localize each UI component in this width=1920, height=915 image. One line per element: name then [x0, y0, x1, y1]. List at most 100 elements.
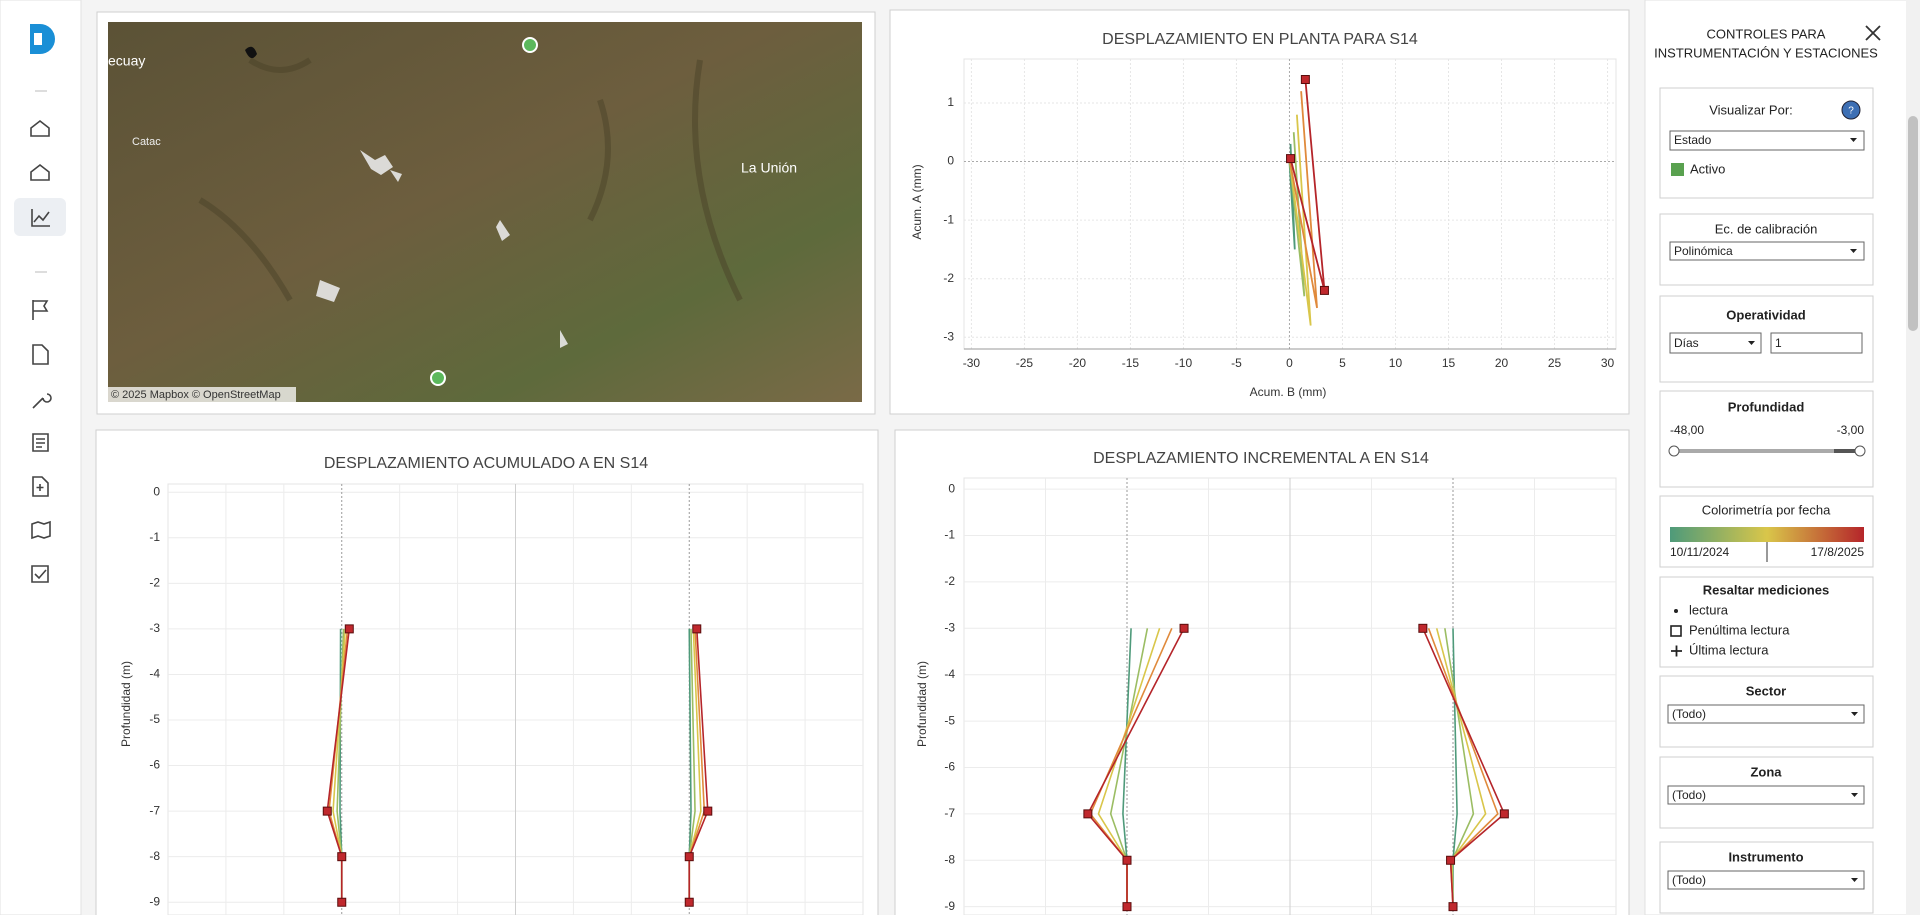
map[interactable]: [108, 22, 862, 402]
y-tick-label: -1: [943, 212, 954, 226]
tool-icon[interactable]: [32, 393, 52, 409]
x-tick-label: 30: [1601, 356, 1615, 370]
control-label: Sector: [1746, 683, 1786, 698]
help-icon[interactable]: [1841, 100, 1861, 120]
y-tick-label: 0: [153, 484, 160, 498]
home-icon[interactable]: [30, 163, 50, 181]
reading-marker[interactable]: [1418, 623, 1428, 633]
scroll-thumb[interactable]: [1908, 116, 1918, 331]
dropdown[interactable]: [1669, 130, 1865, 151]
x-axis-label: Acum. B (mm): [1250, 385, 1327, 399]
controls-title: INSTRUMENTACIÓN Y ESTACIONES: [1654, 45, 1878, 60]
add-file-icon[interactable]: [32, 476, 49, 497]
reading-marker[interactable]: [1179, 623, 1189, 633]
x-tick-label: 20: [1495, 356, 1509, 370]
y-tick-label: -3: [149, 621, 160, 635]
control-label: Zona: [1750, 764, 1782, 779]
dropdown[interactable]: [1667, 785, 1865, 805]
place-label: Catac: [132, 136, 161, 148]
close-button[interactable]: [1865, 25, 1881, 41]
control-label: Ec. de calibración: [1715, 221, 1818, 236]
map-icon[interactable]: [31, 520, 51, 540]
x-tick-label: -25: [1016, 356, 1034, 370]
reading-marker[interactable]: [337, 852, 347, 862]
text-input[interactable]: [1770, 332, 1863, 354]
slider-thumb[interactable]: [1854, 445, 1866, 457]
x-tick-label: 5: [1339, 356, 1346, 370]
dropdown-arrow: [1851, 793, 1858, 797]
color-ramp: [1670, 527, 1864, 542]
reading-marker[interactable]: [1300, 75, 1310, 85]
y-axis-label: Profundidad (m): [915, 661, 929, 747]
x-tick-label: 25: [1548, 356, 1562, 370]
y-tick-label: -5: [944, 713, 955, 727]
reading-marker[interactable]: [1448, 902, 1458, 912]
legend-label[interactable]: lectura: [1689, 602, 1729, 617]
dropdown[interactable]: [1667, 704, 1865, 724]
reading-marker[interactable]: [1286, 154, 1296, 164]
dropdown-arrow: [1850, 249, 1857, 253]
dropdown[interactable]: [1667, 870, 1865, 890]
y-tick-label: -2: [944, 574, 955, 588]
reading-marker[interactable]: [703, 806, 713, 816]
check-icon[interactable]: [31, 565, 49, 583]
legend-label[interactable]: Penúltima lectura: [1689, 622, 1790, 637]
chart-icon[interactable]: [31, 209, 50, 227]
legend-label[interactable]: Activo: [1690, 161, 1725, 176]
dropdown-value: (Todo): [1672, 873, 1706, 887]
y-tick-label: -3: [944, 620, 955, 634]
reading-marker[interactable]: [684, 852, 694, 862]
x-tick-label: -30: [963, 356, 981, 370]
range-max: -3,00: [1837, 423, 1865, 437]
reading-marker[interactable]: [1083, 809, 1093, 819]
dropdown-arrow: [1748, 341, 1755, 345]
home-icon[interactable]: [30, 119, 50, 137]
reading-marker[interactable]: [684, 897, 694, 907]
x-tick-label: -10: [1175, 356, 1193, 370]
reading-marker[interactable]: [1446, 855, 1456, 865]
y-tick-label: -6: [944, 760, 955, 774]
sidebar: [0, 0, 82, 915]
y-tick-label: 1: [947, 95, 954, 109]
x-tick-label: -15: [1122, 356, 1140, 370]
file-icon[interactable]: [32, 344, 49, 365]
dropdown-value: Días: [1674, 336, 1699, 350]
reading-marker[interactable]: [1122, 902, 1132, 912]
y-tick-label: -5: [149, 712, 160, 726]
ramp-end: 17/8/2025: [1811, 545, 1865, 559]
help-mark: ?: [1848, 106, 1854, 117]
reading-marker[interactable]: [344, 624, 354, 634]
chart-title: DESPLAZAMIENTO INCREMENTAL A EN S14: [1093, 450, 1429, 467]
y-tick-label: -1: [149, 530, 160, 544]
reading-marker[interactable]: [337, 897, 347, 907]
dropdown[interactable]: [1669, 332, 1762, 354]
series-line: [1086, 627, 1185, 907]
dropdown[interactable]: [1669, 241, 1865, 261]
legend-label[interactable]: Última lectura: [1689, 642, 1769, 657]
reading-marker[interactable]: [322, 806, 332, 816]
control-label: Instrumento: [1728, 849, 1803, 864]
y-tick-label: -1: [944, 528, 955, 542]
station-marker[interactable]: [430, 370, 446, 386]
x-tick-label: 10: [1389, 356, 1403, 370]
control-label: Profundidad: [1728, 399, 1805, 414]
reading-marker[interactable]: [1499, 809, 1509, 819]
legend-square: [1670, 625, 1682, 637]
dropdown-value: (Todo): [1672, 707, 1706, 721]
attribution[interactable]: © 2025 Mapbox © OpenStreetMap: [111, 389, 281, 401]
report-icon[interactable]: [32, 433, 49, 452]
logo[interactable]: [30, 24, 55, 54]
chart-title: DESPLAZAMIENTO ACUMULADO A EN S14: [324, 455, 648, 472]
y-tick-label: -7: [149, 803, 160, 817]
reading-marker[interactable]: [692, 624, 702, 634]
y-tick-label: 0: [948, 481, 955, 495]
input-value: 1: [1775, 336, 1782, 350]
slider-thumb[interactable]: [1668, 445, 1680, 457]
flag-icon[interactable]: [32, 300, 49, 320]
y-tick-label: -9: [944, 899, 955, 913]
y-tick-label: -7: [944, 806, 955, 820]
reading-marker[interactable]: [1122, 855, 1132, 865]
station-marker[interactable]: [522, 37, 538, 53]
reading-marker[interactable]: [1319, 285, 1329, 295]
